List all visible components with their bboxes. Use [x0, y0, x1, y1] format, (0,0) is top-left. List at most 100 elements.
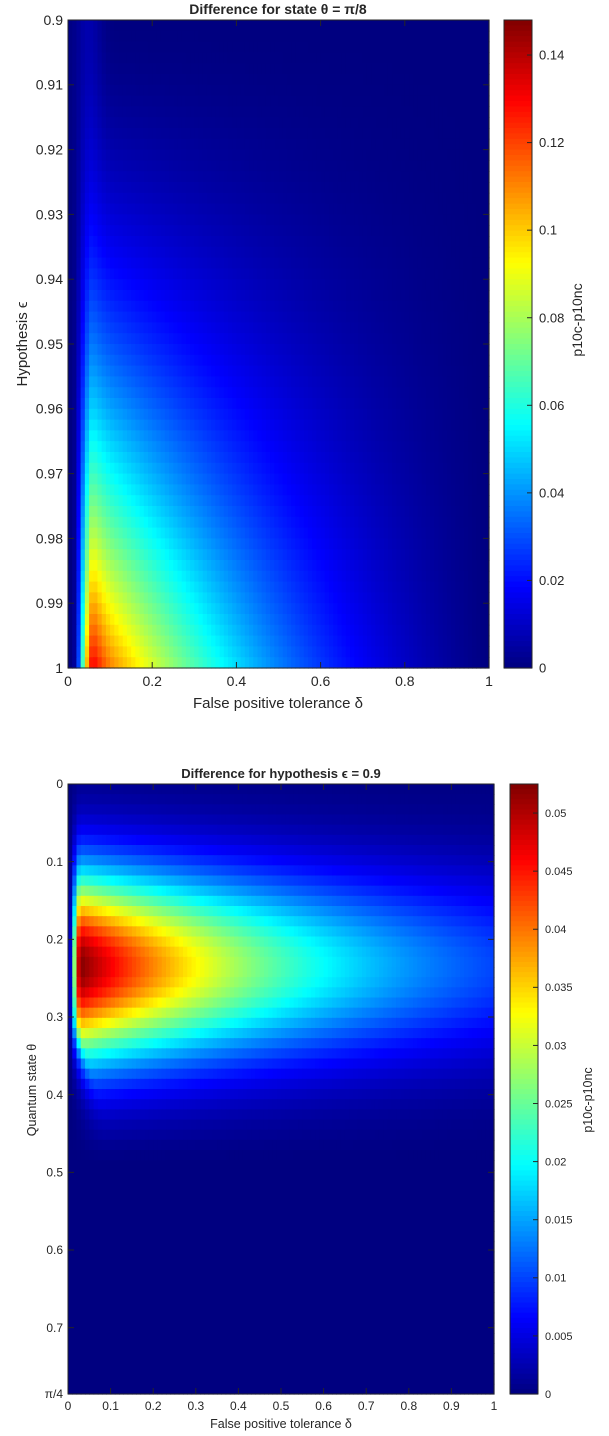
heatmap-cell: [143, 365, 149, 377]
heatmap-cell: [190, 52, 195, 64]
heatmap-cell: [76, 52, 82, 64]
heatmap-cell: [350, 344, 355, 356]
heatmap-cell: [451, 95, 456, 107]
heatmap-cell: [152, 495, 158, 507]
heatmap-cell: [366, 246, 372, 259]
heatmap-cell: [232, 138, 237, 151]
heatmap-cell: [316, 290, 322, 302]
heatmap-cell: [366, 516, 372, 529]
heatmap-cell: [110, 128, 115, 140]
heatmap-cell: [105, 452, 111, 464]
heatmap-cell: [354, 138, 360, 151]
heatmap-cell: [105, 117, 111, 129]
heatmap-cell: [312, 236, 317, 248]
heatmap-cell: [68, 495, 73, 507]
heatmap-cell: [219, 171, 225, 183]
heatmap-cell: [80, 473, 86, 485]
heatmap-cell: [122, 538, 128, 550]
heatmap-cell: [253, 300, 259, 313]
heatmap-cell: [169, 279, 174, 291]
heatmap-cell: [211, 171, 216, 183]
heatmap-cell: [286, 41, 292, 53]
heatmap-cell: [442, 462, 448, 475]
heatmap-cell: [442, 160, 448, 172]
heatmap-cell: [68, 63, 73, 75]
heatmap-cell: [68, 236, 73, 248]
heatmap-cell: [84, 322, 90, 334]
heatmap-cell: [139, 63, 145, 75]
heatmap-cell: [232, 376, 237, 388]
heatmap-cell: [299, 225, 305, 237]
heatmap-cell: [455, 527, 461, 539]
heatmap-cell: [337, 408, 343, 421]
heatmap-cell: [93, 160, 99, 172]
heatmap-cell: [379, 527, 385, 539]
heatmap-cell: [467, 506, 473, 518]
heatmap-cell: [206, 117, 212, 129]
heatmap-cell: [97, 408, 103, 421]
heatmap-cell: [181, 30, 187, 43]
heatmap-cell: [295, 149, 301, 161]
heatmap-cell: [118, 408, 124, 421]
heatmap-cell: [253, 484, 259, 496]
heatmap-cell: [354, 527, 360, 539]
heatmap-cell: [80, 290, 86, 302]
heatmap-cell: [409, 398, 414, 410]
heatmap-cell: [286, 74, 292, 86]
heatmap-cell: [227, 203, 233, 215]
heatmap-cell: [303, 516, 309, 529]
heatmap-cell: [72, 311, 78, 323]
heatmap-cell: [396, 290, 402, 302]
heatmap-cell: [442, 408, 448, 421]
heatmap-cell: [68, 300, 73, 313]
heatmap-cell: [371, 257, 376, 269]
heatmap-cell: [135, 527, 141, 539]
heatmap-cell: [114, 516, 120, 529]
heatmap-cell: [312, 506, 317, 518]
heatmap-cell: [379, 333, 385, 345]
heatmap-cell: [101, 419, 107, 431]
heatmap-cell: [459, 225, 465, 237]
heatmap-cell: [89, 246, 94, 259]
heatmap-cell: [446, 538, 452, 550]
heatmap-cell: [274, 527, 280, 539]
heatmap-cell: [101, 365, 107, 377]
heatmap-cell: [442, 344, 448, 356]
heatmap-cell: [404, 516, 410, 529]
heatmap-cell: [93, 192, 99, 205]
heatmap-cell: [249, 171, 254, 183]
heatmap-cell: [177, 506, 183, 518]
heatmap-cell: [350, 41, 355, 53]
heatmap-cell: [383, 246, 389, 259]
heatmap-cell: [291, 549, 296, 561]
heatmap-cell: [303, 344, 309, 356]
heatmap-cell: [131, 354, 136, 367]
heatmap-cell: [480, 322, 486, 334]
heatmap-cell: [484, 538, 490, 550]
heatmap-cell: [270, 408, 275, 421]
heatmap-cell: [270, 495, 275, 507]
heatmap-cell: [265, 30, 271, 43]
heatmap-cell: [160, 419, 166, 431]
heatmap-cell: [354, 171, 360, 183]
heatmap-cell: [164, 322, 170, 334]
heatmap-cell: [291, 41, 296, 53]
heatmap-cell: [257, 452, 263, 464]
heatmap-cell: [354, 300, 360, 313]
heatmap-cell: [484, 279, 490, 291]
heatmap-cell: [89, 376, 94, 388]
heatmap-cell: [105, 430, 111, 442]
heatmap-cell: [190, 354, 195, 367]
heatmap-cell: [417, 462, 423, 475]
heatmap-cell: [467, 430, 473, 442]
heatmap-cell: [253, 506, 259, 518]
heatmap-cell: [72, 149, 78, 161]
heatmap-cell: [169, 20, 174, 32]
heatmap-cell: [312, 138, 317, 151]
heatmap-cell: [84, 52, 90, 64]
heatmap-cell: [185, 225, 191, 237]
heatmap-cell: [307, 311, 313, 323]
heatmap-cell: [169, 182, 174, 194]
heatmap-cell: [387, 452, 393, 464]
heatmap-cell: [421, 311, 427, 323]
